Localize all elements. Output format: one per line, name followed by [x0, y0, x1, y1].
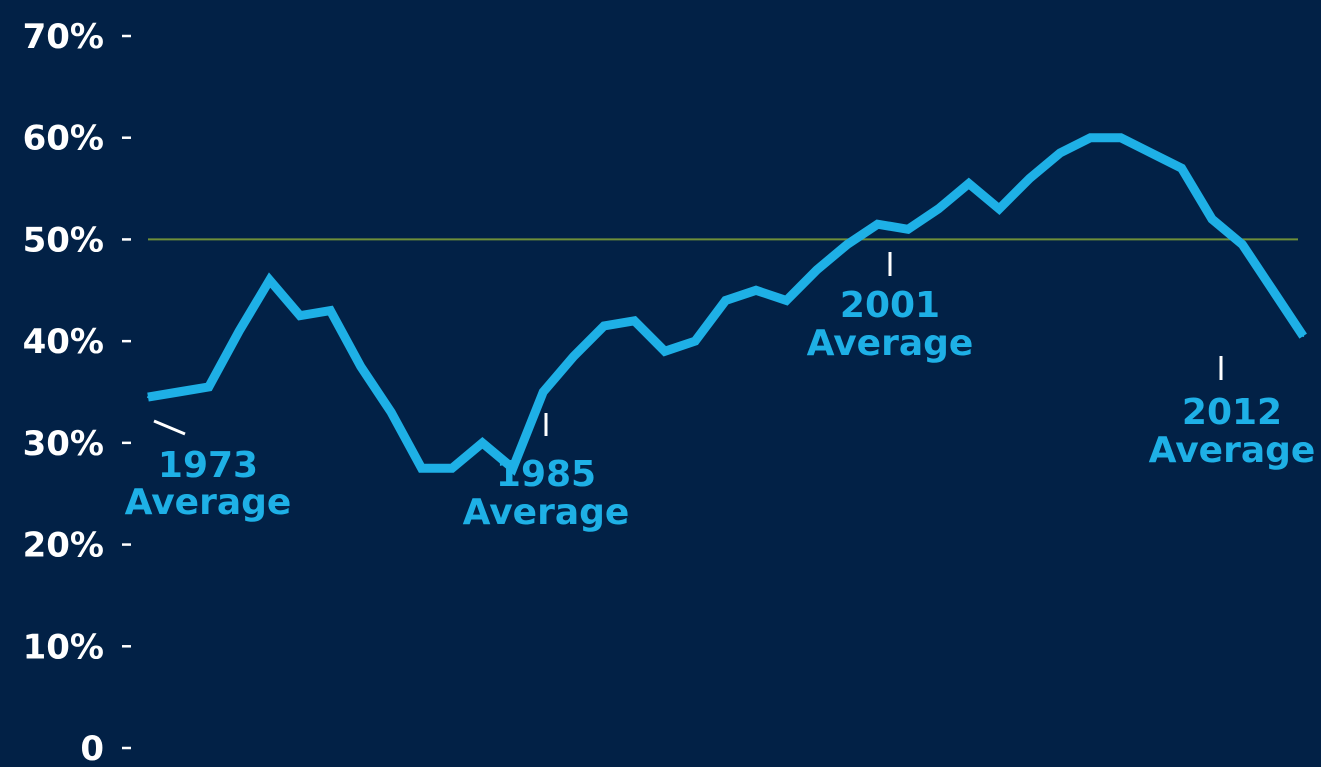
data-point [359, 365, 362, 368]
data-point [694, 340, 697, 343]
data-point [755, 289, 757, 292]
y-axis: 0 10% 20% 30% 40% 50% 60% 70% [23, 17, 131, 767]
data-point [1028, 177, 1031, 180]
series-line [147, 133, 1307, 476]
data-point [663, 350, 666, 353]
data-point [481, 441, 484, 444]
y-tick-label: 10% [23, 627, 104, 667]
data-point [1059, 151, 1061, 154]
annotation-pointer [153, 419, 186, 436]
data-point [420, 467, 423, 470]
annotation-label: Average [807, 323, 974, 364]
data-point [907, 228, 909, 231]
y-tick-label: 0 [80, 729, 104, 767]
annotations-layer: 1973Average1985Average2001Average2012Ave… [125, 252, 1316, 533]
data-point [147, 396, 149, 399]
data-point [542, 391, 545, 393]
data-point [1089, 136, 1092, 139]
data-point [238, 329, 241, 332]
data-point [633, 319, 636, 322]
data-point [785, 299, 788, 302]
annotation-year: 2012 [1182, 392, 1282, 433]
data-point [1211, 218, 1213, 221]
data-point [876, 223, 879, 226]
data-point [451, 467, 453, 470]
data-point [268, 279, 271, 282]
y-tick-label: 60% [23, 119, 104, 159]
data-point [390, 411, 393, 414]
y-tick-label: 70% [23, 17, 104, 57]
data-point [846, 243, 849, 246]
data-point [1150, 151, 1153, 154]
annotation-year: 1973 [158, 445, 258, 486]
data-point [207, 385, 210, 388]
annotation-year: 2001 [840, 285, 940, 326]
data-point [1180, 167, 1183, 170]
annotation-label: Average [463, 492, 630, 533]
y-tick-label: 50% [23, 220, 104, 260]
y-tick-label: 30% [23, 424, 104, 464]
data-point [967, 182, 970, 185]
series-layer [147, 133, 1307, 476]
data-point [1119, 136, 1122, 139]
data-point [937, 207, 940, 210]
data-point [299, 314, 301, 317]
y-tick-label: 20% [23, 526, 104, 566]
data-point [815, 268, 818, 271]
data-point [998, 207, 1001, 210]
annotation-label: Average [125, 482, 292, 523]
data-point [329, 309, 332, 312]
data-point [1271, 289, 1274, 292]
data-point [1302, 335, 1305, 338]
data-point [511, 467, 514, 470]
annotation-label: Average [1149, 430, 1316, 471]
data-point [177, 391, 180, 393]
data-point [724, 299, 727, 302]
data-point [572, 355, 575, 358]
data-point [1241, 243, 1244, 246]
y-tick-label: 40% [23, 322, 104, 362]
data-point [603, 324, 605, 327]
annotation-year: 1985 [496, 454, 596, 495]
